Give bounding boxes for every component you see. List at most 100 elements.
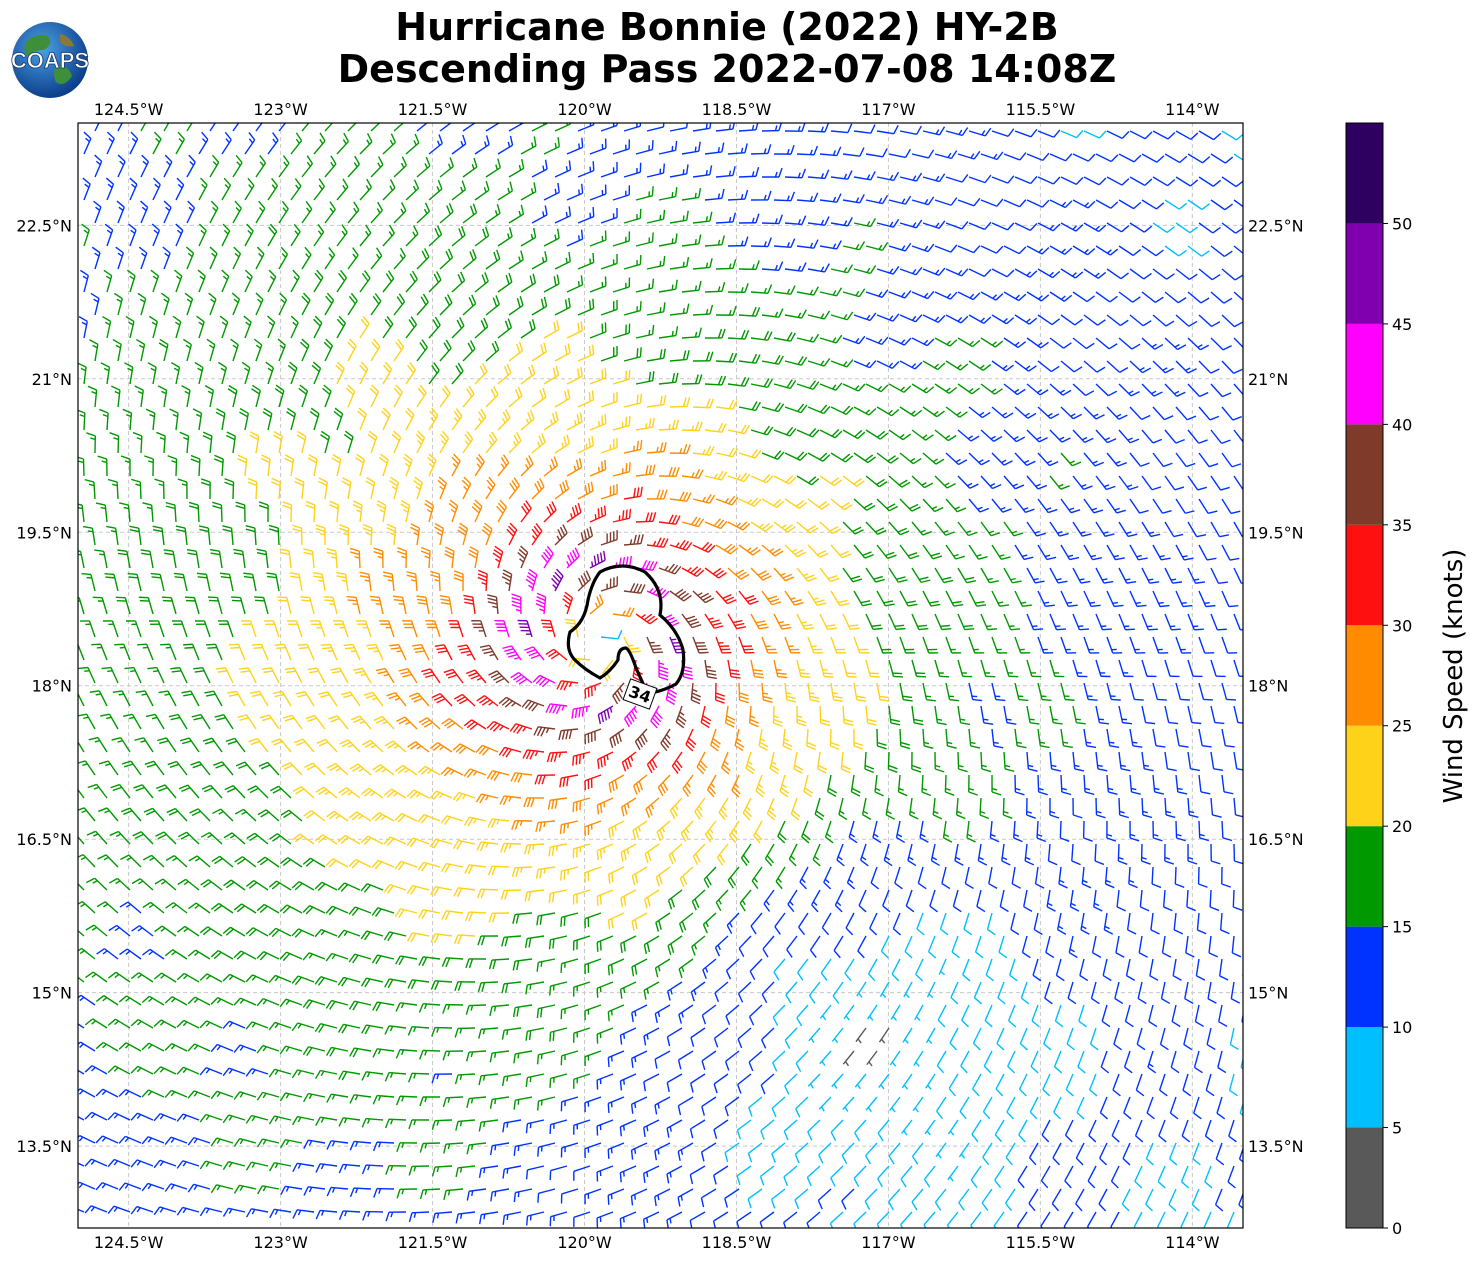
- wind-barb: [225, 431, 236, 454]
- wind-barb: [1141, 429, 1163, 444]
- wind-barb: [911, 290, 935, 300]
- wind-barb: [1060, 406, 1082, 420]
- wind-barb: [195, 620, 211, 638]
- wind-barb: [819, 1050, 832, 1066]
- wind-barb: [1129, 130, 1153, 140]
- wind-barb: [112, 339, 122, 362]
- wind-barb: [176, 925, 200, 937]
- wind-barb: [1175, 176, 1199, 187]
- wind-barb: [264, 620, 280, 638]
- wind-barb: [784, 1027, 798, 1049]
- wind-barb: [485, 476, 496, 500]
- lat-label-left: 22.5°N: [16, 216, 72, 235]
- wind-barb: [175, 223, 184, 247]
- wind-barb: [82, 525, 96, 546]
- wind-barb: [912, 1096, 924, 1113]
- wind-barb: [222, 926, 246, 937]
- wind-barb: [1180, 1165, 1190, 1189]
- wind-barb: [335, 361, 345, 385]
- wind-barb: [784, 168, 807, 179]
- wind-barb: [1090, 981, 1100, 1005]
- wind-barb: [950, 981, 959, 1005]
- wind-barb: [681, 421, 703, 432]
- lat-label-right: 19.5°N: [1248, 523, 1304, 542]
- wind-barb: [145, 713, 165, 730]
- wind-barb: [911, 659, 927, 678]
- wind-barb: [348, 811, 372, 822]
- wind-barb: [78, 692, 85, 707]
- wind-barb: [750, 659, 764, 679]
- wind-barb: [1106, 130, 1130, 139]
- wind-barb: [244, 177, 255, 201]
- wind-barb: [1233, 613, 1243, 631]
- wind-barb: [922, 728, 934, 750]
- wind-barb: [153, 972, 177, 983]
- wind-barb: [916, 912, 925, 936]
- wind-barb: [1129, 222, 1153, 233]
- wind-barb: [315, 1209, 338, 1220]
- wind-barb: [876, 406, 900, 417]
- wind-barb: [1014, 728, 1027, 749]
- wind-barb: [911, 149, 935, 159]
- wind-barb: [298, 384, 309, 408]
- wind-barb: [200, 831, 223, 845]
- wind-barb: [198, 525, 211, 546]
- wind-barb: [383, 788, 407, 799]
- wind-barb: [393, 293, 406, 316]
- wind-barb: [1164, 843, 1175, 865]
- wind-barb: [945, 682, 960, 702]
- wind-barb: [982, 1142, 993, 1166]
- wind-barb: [141, 1089, 165, 1098]
- wind-barb: [463, 768, 487, 779]
- wind-barb: [899, 728, 911, 750]
- wind-barb: [1145, 1142, 1154, 1166]
- wind-barb: [501, 1027, 522, 1040]
- wind-barb: [549, 1211, 568, 1227]
- wind-barb: [1139, 889, 1150, 912]
- wind-barb: [1141, 521, 1161, 538]
- wind-barb: [525, 568, 538, 592]
- wind-barb: [760, 1119, 775, 1140]
- wind-barb: [359, 361, 369, 385]
- wind-barb: [632, 820, 648, 840]
- wind-barb: [899, 636, 916, 654]
- wind-barb: [831, 1073, 844, 1089]
- wind-barb: [233, 1091, 257, 1100]
- wind-barb: [1164, 659, 1180, 678]
- wind-barb: [750, 521, 774, 532]
- wind-barb: [545, 648, 568, 661]
- wind-barb: [714, 935, 729, 957]
- wind-barb: [1129, 452, 1150, 467]
- wind-barb: [213, 761, 234, 776]
- wind-barb: [566, 412, 583, 431]
- wind-barb: [274, 384, 285, 408]
- wind-barb: [511, 866, 533, 878]
- wind-barb: [899, 498, 921, 512]
- wind-barb: [1207, 981, 1217, 1004]
- wind-barb: [888, 195, 912, 205]
- wind-barb: [1106, 406, 1128, 420]
- wind-barb: [1210, 475, 1230, 491]
- wind-barb: [747, 1188, 763, 1209]
- wind-barb: [234, 808, 257, 822]
- wind-barb: [545, 703, 568, 715]
- wind-barb: [336, 224, 348, 247]
- wind-barb: [92, 596, 108, 615]
- wind-barb: [1198, 268, 1221, 281]
- wind-barb: [980, 291, 1004, 301]
- wind-barb: [830, 682, 844, 703]
- wind-barb: [474, 180, 490, 201]
- wind-barb: [1221, 360, 1243, 374]
- wind-barb: [371, 907, 395, 917]
- wind-barb: [838, 797, 848, 821]
- wind-barb: [161, 596, 177, 615]
- wind-barb: [130, 1205, 154, 1215]
- wind-barb: [452, 839, 476, 850]
- wind-barb: [1141, 659, 1157, 678]
- wind-barb: [658, 279, 678, 293]
- wind-barb: [360, 883, 384, 893]
- colorbar-bin: [1346, 725, 1383, 827]
- wind-barb: [383, 836, 407, 846]
- wind-barb: [899, 406, 923, 417]
- wind-barb: [144, 455, 154, 477]
